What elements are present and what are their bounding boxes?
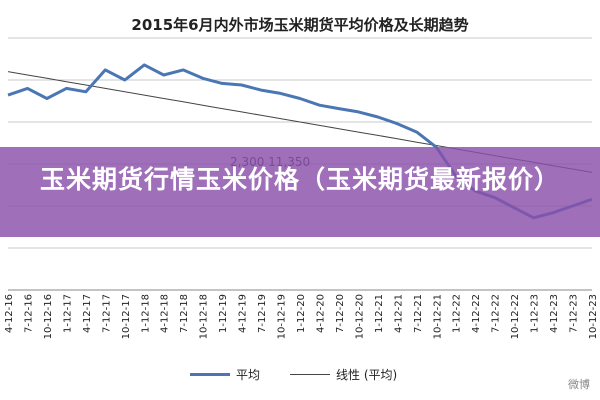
x-tick-label: 10-12-23	[588, 294, 599, 339]
x-tick-label: 4-12-21	[393, 294, 404, 333]
x-tick-label: 1-12-21	[374, 294, 385, 333]
headline-banner: 玉米期货行情玉米价格（玉米期货最新报价）	[0, 147, 600, 237]
x-tick-label: 4-12-19	[238, 294, 249, 333]
x-tick-label: 10-12-20	[354, 294, 365, 339]
x-tick-label: 7-12-23	[569, 294, 580, 333]
x-tick-label: 1-12-20	[296, 294, 307, 333]
x-tick-label: 4-12-17	[82, 294, 93, 333]
x-tick-label: 4-12-18	[160, 294, 171, 333]
x-tick-label: 10-12-22	[510, 294, 521, 339]
x-tick-label: 10-12-21	[432, 294, 443, 339]
x-tick-label: 4-12-22	[471, 294, 482, 333]
x-tick-label: 10-12-16	[43, 294, 54, 339]
x-tick-label: 1-12-19	[218, 294, 229, 333]
legend-label-average: 平均	[236, 368, 261, 382]
x-tick-label: 4-12-16	[4, 294, 15, 333]
x-tick-label: 7-12-16	[23, 294, 34, 333]
x-tick-label: 10-12-19	[277, 294, 288, 339]
x-tick-label: 7-12-21	[413, 294, 424, 333]
x-tick-labels: 4-12-16 7-12-16 10-12-16 1-12-17 4-12-17 7-12…	[4, 294, 599, 339]
x-tick-label: 1-12-18	[140, 294, 151, 333]
x-tick-label: 7-12-19	[257, 294, 268, 333]
x-tick-label: 4-12-23	[549, 294, 560, 333]
x-tick-label: 10-12-17	[121, 294, 132, 339]
headline-text[interactable]: 玉米期货行情玉米价格（玉米期货最新报价）	[40, 165, 561, 194]
chart-title: 2015年6月内外市场玉米期货平均价格及长期趋势	[131, 16, 469, 34]
legend-swatch-trend	[290, 374, 330, 375]
x-tick-label: 1-12-23	[530, 294, 541, 333]
x-tick-label: 10-12-18	[199, 294, 210, 339]
x-tick-label: 7-12-20	[335, 294, 346, 333]
x-tick-label: 7-12-18	[179, 294, 190, 333]
legend-swatch-average	[190, 373, 230, 376]
x-tick-label: 4-12-20	[315, 294, 326, 333]
watermark: 微博	[568, 378, 590, 391]
x-tick-label: 1-12-22	[452, 294, 463, 333]
legend-label-trend: 线性 (平均)	[336, 368, 398, 382]
x-tick-label: 7-12-22	[491, 294, 502, 333]
x-tick-label: 1-12-17	[62, 294, 73, 333]
x-tick-label: 7-12-17	[101, 294, 112, 333]
